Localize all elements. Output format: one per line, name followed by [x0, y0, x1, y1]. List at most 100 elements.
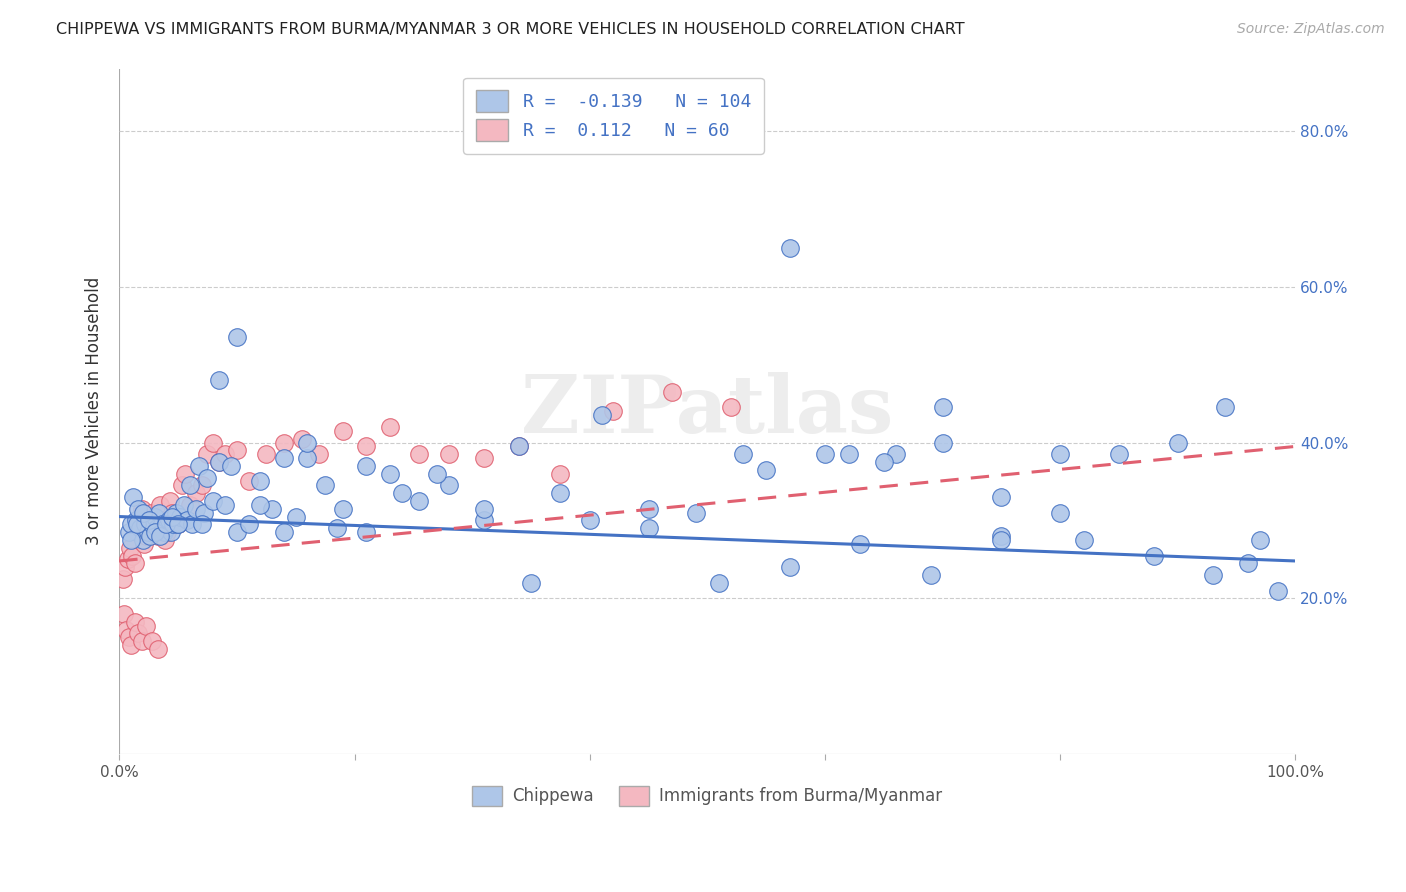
Point	[120, 638, 142, 652]
Point	[138, 513, 160, 527]
Point	[326, 521, 349, 535]
Point	[202, 435, 225, 450]
Point	[165, 506, 187, 520]
Point	[720, 401, 742, 415]
Point	[167, 517, 190, 532]
Point	[378, 467, 401, 481]
Point	[149, 498, 172, 512]
Point	[157, 513, 180, 527]
Point	[837, 447, 859, 461]
Point	[197, 470, 219, 484]
Point	[332, 424, 354, 438]
Point	[169, 509, 191, 524]
Point	[249, 498, 271, 512]
Point	[472, 501, 495, 516]
Point	[143, 525, 166, 540]
Point	[508, 439, 530, 453]
Point	[1167, 435, 1189, 450]
Point	[208, 455, 231, 469]
Point	[129, 521, 152, 535]
Point	[135, 618, 157, 632]
Point	[124, 615, 146, 629]
Point	[1213, 401, 1236, 415]
Point	[125, 517, 148, 532]
Point	[254, 447, 277, 461]
Point	[238, 475, 260, 489]
Point	[755, 463, 778, 477]
Point	[685, 506, 707, 520]
Point	[142, 513, 165, 527]
Point	[1267, 583, 1289, 598]
Point	[550, 467, 572, 481]
Point	[160, 525, 183, 540]
Point	[1073, 533, 1095, 547]
Point	[160, 509, 183, 524]
Point	[139, 529, 162, 543]
Point	[202, 494, 225, 508]
Point	[138, 521, 160, 535]
Point	[1108, 447, 1130, 461]
Point	[990, 490, 1012, 504]
Point	[146, 529, 169, 543]
Point	[214, 447, 236, 461]
Point	[208, 455, 231, 469]
Point	[550, 486, 572, 500]
Point	[391, 486, 413, 500]
Point	[225, 330, 247, 344]
Point	[1202, 568, 1225, 582]
Point	[121, 549, 143, 563]
Point	[297, 451, 319, 466]
Point	[884, 447, 907, 461]
Point	[155, 521, 177, 535]
Point	[193, 506, 215, 520]
Point	[115, 623, 138, 637]
Point	[356, 525, 378, 540]
Point	[190, 517, 212, 532]
Point	[508, 439, 530, 453]
Point	[141, 517, 163, 532]
Point	[159, 494, 181, 508]
Point	[111, 572, 134, 586]
Point	[153, 525, 176, 540]
Point	[931, 435, 953, 450]
Point	[118, 541, 141, 555]
Point	[120, 517, 142, 532]
Point	[219, 458, 242, 473]
Point	[262, 501, 284, 516]
Point	[125, 513, 148, 527]
Point	[472, 513, 495, 527]
Point	[184, 501, 207, 516]
Point	[249, 475, 271, 489]
Point	[779, 241, 801, 255]
Point	[1049, 447, 1071, 461]
Point	[167, 517, 190, 532]
Point	[408, 494, 430, 508]
Point	[179, 498, 201, 512]
Point	[873, 455, 896, 469]
Point	[176, 513, 198, 527]
Point	[297, 435, 319, 450]
Point	[931, 401, 953, 415]
Point	[188, 458, 211, 473]
Point	[131, 501, 153, 516]
Point	[143, 509, 166, 524]
Point	[990, 529, 1012, 543]
Point	[132, 537, 155, 551]
Point	[284, 509, 307, 524]
Point	[170, 478, 193, 492]
Point	[214, 498, 236, 512]
Point	[167, 517, 190, 532]
Point	[139, 506, 162, 520]
Point	[181, 517, 204, 532]
Point	[197, 447, 219, 461]
Point	[520, 575, 543, 590]
Point	[437, 447, 460, 461]
Point	[118, 630, 141, 644]
Point	[127, 626, 149, 640]
Point	[132, 533, 155, 547]
Point	[472, 451, 495, 466]
Point	[731, 447, 754, 461]
Legend: Chippewa, Immigrants from Burma/Myanmar: Chippewa, Immigrants from Burma/Myanmar	[464, 778, 950, 814]
Point	[184, 486, 207, 500]
Point	[637, 521, 659, 535]
